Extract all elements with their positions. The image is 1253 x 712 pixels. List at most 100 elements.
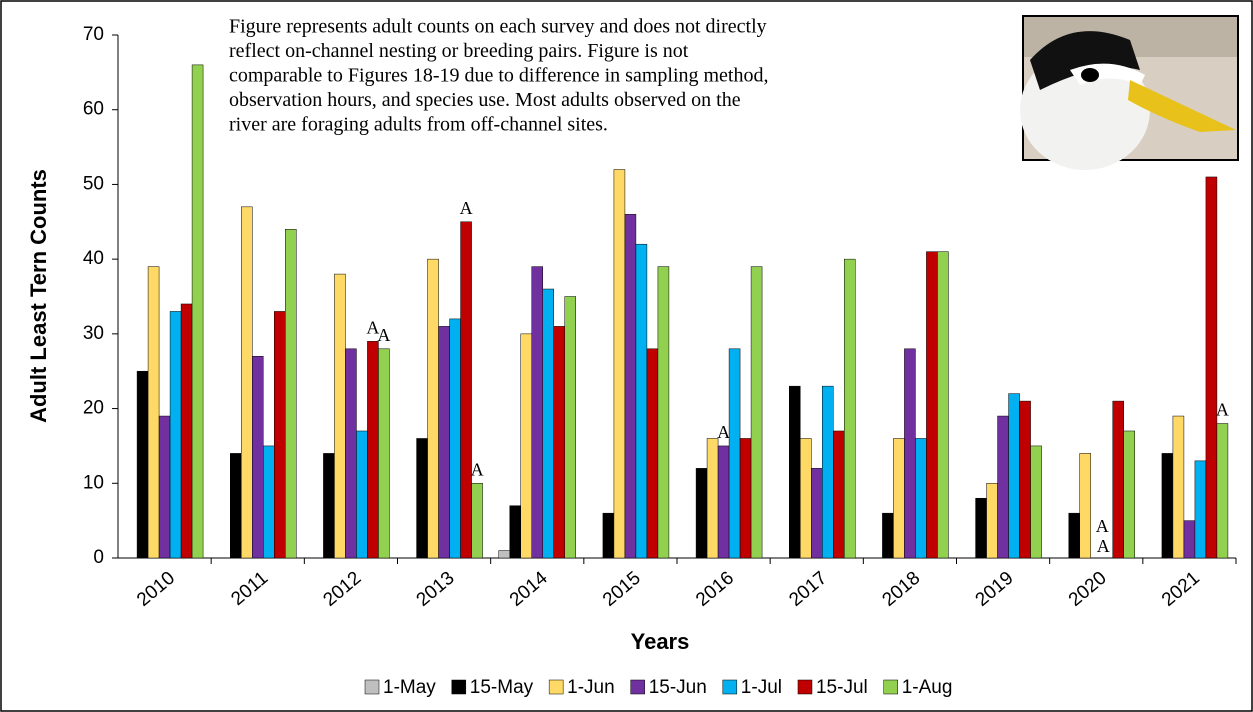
bar — [438, 326, 450, 559]
bar — [975, 497, 987, 559]
bar-note: A — [1097, 536, 1110, 556]
bar — [1068, 512, 1080, 559]
bar — [997, 415, 1009, 559]
bar — [1205, 176, 1218, 559]
bar — [706, 438, 719, 559]
bar — [449, 318, 461, 559]
bar — [180, 303, 193, 559]
annotation: Figure represents adult counts on each s… — [229, 16, 767, 38]
y-tick-label: 70 — [83, 24, 104, 45]
bar — [241, 206, 253, 559]
bar — [833, 430, 845, 559]
bar-note: A — [1216, 400, 1229, 420]
bar — [739, 438, 752, 559]
bar — [882, 512, 894, 559]
bar — [1008, 393, 1020, 559]
legend-label: 1-May — [383, 677, 436, 698]
bar — [274, 311, 286, 559]
bar — [553, 326, 565, 559]
bar — [263, 445, 275, 559]
y-tick-label: 0 — [93, 547, 104, 568]
bar-note: A — [460, 198, 473, 218]
bar-note: A — [377, 325, 390, 345]
bar — [613, 169, 626, 559]
legend-swatch — [451, 679, 467, 695]
legend-swatch — [883, 679, 898, 695]
bar — [367, 341, 379, 559]
bar — [520, 333, 532, 559]
legend-swatch — [548, 679, 564, 695]
bar — [1112, 400, 1124, 559]
bar-note: A — [366, 317, 379, 337]
bar — [717, 445, 730, 559]
legend-swatch — [722, 679, 738, 695]
bar — [789, 385, 801, 559]
bar — [252, 356, 264, 559]
bar — [158, 415, 171, 559]
bar — [531, 266, 543, 559]
bar-note: A — [1096, 516, 1109, 536]
bar — [915, 438, 927, 559]
bar — [1194, 460, 1207, 559]
bar — [1161, 453, 1174, 559]
bar — [657, 266, 670, 559]
y-axis-title: Adult Least Tern Counts — [26, 169, 51, 423]
bar — [471, 483, 483, 559]
legend-label: 1-Aug — [902, 677, 953, 698]
bar — [1123, 430, 1135, 559]
bar — [147, 266, 160, 559]
y-tick-label: 10 — [83, 472, 104, 493]
x-axis-title: Years — [631, 629, 690, 654]
bar — [822, 385, 834, 559]
bar — [285, 229, 297, 559]
annotation: observation hours, and species use. Most… — [229, 89, 741, 111]
bar — [191, 64, 204, 559]
bar — [1216, 423, 1229, 559]
legend-label: 15-Jul — [816, 677, 868, 698]
bar — [728, 348, 741, 559]
bar — [1183, 520, 1196, 559]
bar — [427, 258, 439, 559]
bar — [986, 483, 998, 559]
bar — [136, 370, 149, 559]
bar — [378, 348, 390, 559]
legend-label: 1-Jul — [741, 677, 782, 698]
bar — [695, 468, 708, 559]
y-tick-label: 40 — [83, 248, 104, 269]
bar — [926, 251, 938, 559]
legend-label: 15-Jun — [649, 677, 707, 698]
bar — [904, 348, 916, 559]
bar — [800, 438, 812, 559]
bar — [893, 438, 905, 559]
bar — [646, 348, 659, 559]
y-tick-label: 20 — [83, 398, 104, 419]
bar — [542, 288, 554, 559]
bar — [602, 512, 615, 559]
legend-swatch — [797, 679, 813, 695]
legend-swatch — [630, 679, 645, 695]
y-tick-label: 60 — [83, 99, 104, 120]
annotation: comparable to Figures 18-19 due to diffe… — [229, 65, 769, 87]
y-tick-label: 30 — [83, 323, 104, 344]
legend-label: 1-Jun — [567, 677, 615, 698]
bar — [460, 221, 472, 559]
bar — [323, 453, 335, 559]
bar — [1019, 400, 1031, 559]
bar — [230, 453, 242, 559]
bar-note: A — [717, 422, 730, 442]
bar — [1172, 415, 1185, 559]
bar — [169, 311, 182, 559]
bar — [811, 468, 823, 559]
bar — [624, 214, 637, 559]
bar — [356, 430, 368, 559]
bar — [750, 266, 763, 559]
bar — [1030, 445, 1042, 559]
bar — [564, 296, 576, 559]
annotation: reflect on-channel nesting or breeding p… — [229, 40, 689, 62]
bar — [844, 258, 856, 559]
photo — [1020, 15, 1239, 170]
bar — [635, 243, 648, 559]
bar-note: A — [471, 459, 484, 479]
bar — [498, 550, 510, 559]
